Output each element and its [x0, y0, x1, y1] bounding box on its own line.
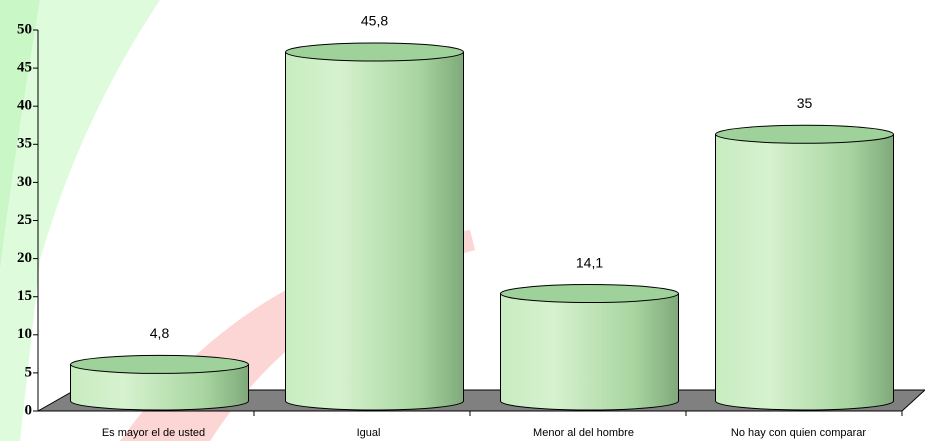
y-tick-label: 25 [17, 212, 32, 228]
y-tick-label: 10 [17, 326, 32, 342]
y-tick-label: 15 [17, 288, 32, 304]
x-tick-label: No hay con quien comparar [731, 427, 866, 439]
y-tick-label: 40 [17, 98, 32, 114]
value-label: 45,8 [361, 13, 388, 29]
y-tick-label: 5 [25, 364, 33, 380]
bar [285, 52, 464, 402]
x-tick-label: Igual [357, 427, 381, 439]
value-label: 35 [797, 95, 813, 111]
background-swoosh [0, 0, 40, 270]
background-swoosh [0, 0, 160, 441]
bar [500, 293, 679, 401]
y-tick-label: 35 [17, 136, 32, 152]
value-label: 4,8 [150, 325, 170, 341]
value-label: 14,1 [576, 254, 603, 270]
x-tick-label: Menor al del hombre [533, 427, 634, 439]
y-tick-label: 0 [25, 402, 33, 418]
cylinder-top [70, 354, 249, 374]
y-tick-label: 45 [17, 60, 32, 76]
y-tick-label: 20 [17, 250, 32, 266]
bar [715, 134, 894, 402]
cylinder-top [500, 284, 679, 304]
cylinder-top [715, 124, 894, 144]
cylinder-top [285, 42, 464, 62]
y-tick-label: 50 [17, 21, 32, 37]
y-tick-label: 30 [17, 174, 32, 190]
x-tick-label: Es mayor el de usted [102, 427, 205, 439]
